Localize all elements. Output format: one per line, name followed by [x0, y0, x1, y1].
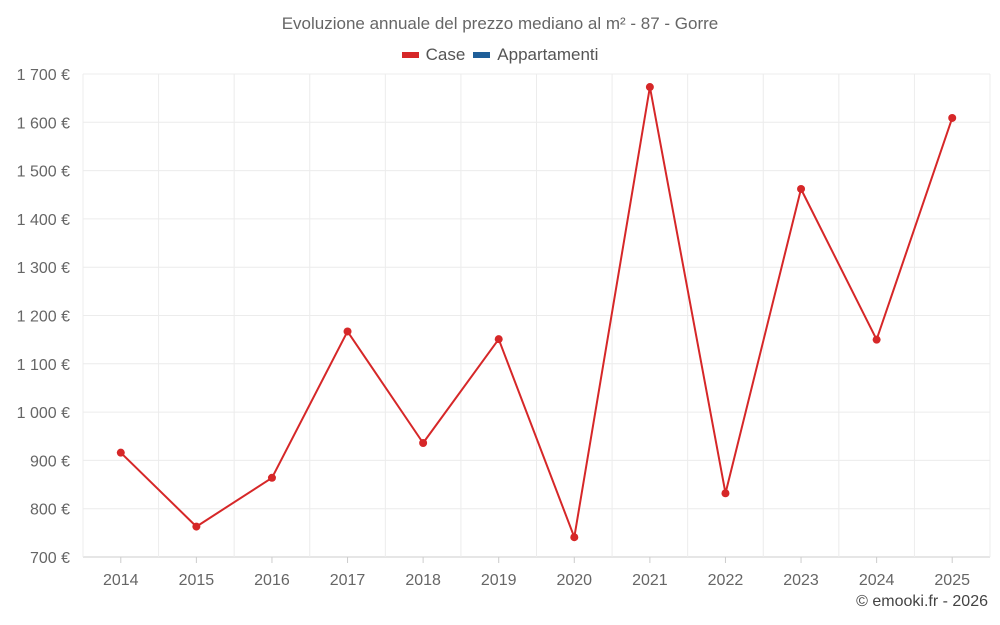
data-point-case-2025 [948, 113, 957, 122]
chart-title: Evoluzione annuale del prezzo mediano al… [281, 14, 719, 33]
y-tick-label-800: 800 € [30, 502, 70, 519]
y-tick-label-1100: 1 100 € [17, 357, 70, 374]
x-tick-label-2014: 2014 [103, 572, 139, 589]
y-tick-label-1200: 1 200 € [17, 309, 70, 326]
chart-legend: Case Appartamenti [0, 45, 1000, 65]
data-point-case-2023 [797, 184, 806, 193]
x-tick-label-2025: 2025 [934, 572, 970, 589]
y-tick-label-1600: 1 600 € [17, 115, 70, 132]
data-point-case-2022 [721, 489, 730, 498]
legend-item-appartamenti[interactable]: Appartamenti [473, 45, 598, 65]
x-tick-label-2022: 2022 [708, 572, 744, 589]
data-point-case-2024 [872, 335, 881, 344]
x-tick-label-2019: 2019 [481, 572, 517, 589]
x-tick-label-2020: 2020 [556, 572, 592, 589]
y-tick-label-1700: 1 700 € [17, 67, 70, 84]
data-point-case-2019 [494, 335, 503, 344]
x-tick-label-2021: 2021 [632, 572, 668, 589]
y-tick-label-1300: 1 300 € [17, 260, 70, 277]
legend-swatch-appartamenti [473, 52, 491, 58]
x-tick-label-2023: 2023 [783, 572, 819, 589]
legend-label-case: Case [425, 45, 466, 64]
x-tick-label-2018: 2018 [405, 572, 441, 589]
data-point-case-2014 [116, 448, 125, 457]
legend-label-appartamenti: Appartamenti [497, 45, 599, 64]
legend-item-case[interactable]: Case [401, 45, 466, 65]
x-tick-label-2024: 2024 [859, 572, 895, 589]
data-point-case-2020 [570, 533, 579, 542]
y-tick-label-1000: 1 000 € [17, 405, 70, 422]
y-tick-label-900: 900 € [30, 453, 70, 470]
data-point-case-2018 [419, 439, 428, 448]
x-tick-label-2016: 2016 [254, 572, 290, 589]
copyright-footer: © emooki.fr - 2026 [856, 593, 988, 610]
x-tick-label-2017: 2017 [330, 572, 366, 589]
data-point-case-2016 [267, 473, 276, 482]
data-point-case-2021 [645, 83, 654, 92]
y-tick-label-1500: 1 500 € [17, 164, 70, 181]
legend-swatch-case [401, 52, 419, 58]
data-point-case-2015 [192, 522, 201, 531]
data-point-case-2017 [343, 327, 352, 336]
y-tick-label-700: 700 € [30, 550, 70, 567]
series-line-case [120, 86, 954, 539]
x-tick-label-2015: 2015 [179, 572, 215, 589]
y-tick-label-1400: 1 400 € [17, 212, 70, 229]
